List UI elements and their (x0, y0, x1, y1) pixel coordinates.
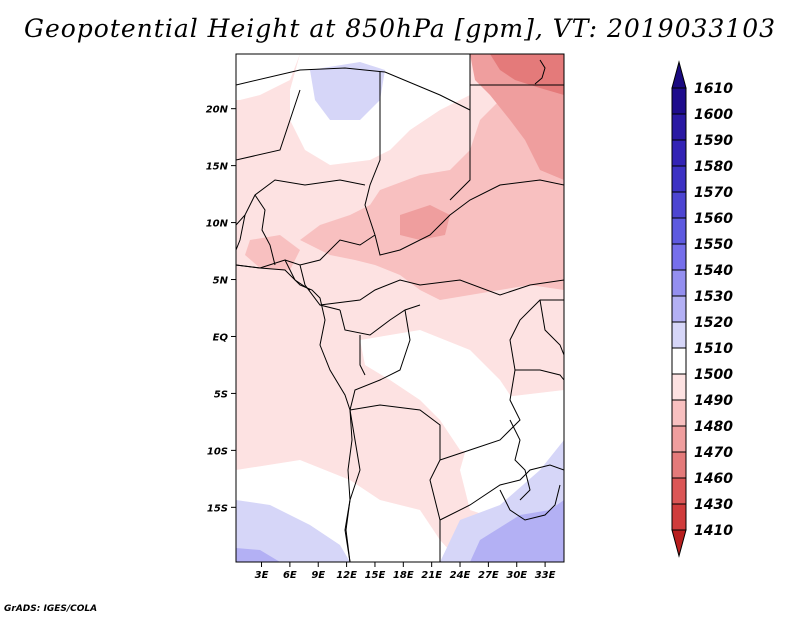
colorbar-label: 1470 (694, 445, 733, 461)
lat-tick-label: 15N (206, 162, 229, 173)
coastline (235, 59, 546, 563)
lon-tick-label: 15E (365, 570, 386, 581)
colorbar-label: 1490 (694, 393, 733, 409)
colorbar-label: 1500 (694, 367, 733, 383)
colorbar-swatch (671, 503, 687, 531)
colorbar-label: 1610 (694, 81, 733, 97)
lon-tick-label: 24E (450, 570, 471, 581)
lat-tick-label: 5N (213, 276, 229, 287)
lon-tick-label: 30E (506, 570, 527, 581)
lon-tick-label: 9E (311, 570, 325, 581)
lat-tick-label: 5S (214, 389, 228, 400)
contour-1490-sahel (300, 70, 564, 300)
colorbar-top-cap (671, 60, 687, 89)
colorbar-label: 1600 (694, 107, 733, 123)
colorbar-label: 1530 (694, 289, 733, 305)
colorbar-swatch (671, 373, 687, 401)
lon-tick-label: 6E (283, 570, 297, 581)
colorbar-label: 1550 (694, 237, 733, 253)
colorbar-label: 1540 (694, 263, 733, 279)
colorbar-swatch (671, 321, 687, 349)
colorbar-swatch (671, 477, 687, 505)
lat-tick-label: 20N (206, 105, 229, 116)
colorbar: 1610 1600 1590 1580 1570 1560 1550 1540 1530 1520… (671, 60, 733, 558)
colorbar-label: 1570 (694, 185, 733, 201)
colorbar-label: 1560 (694, 211, 733, 227)
contour-1520-sw (236, 500, 350, 562)
height-field (236, 54, 564, 562)
lon-tick-label: 3E (255, 570, 269, 581)
colorbar-swatch (671, 269, 687, 297)
colorbar-swatch (671, 165, 687, 193)
colorbar-label: 1580 (694, 159, 733, 175)
colorbar-swatch (671, 451, 687, 479)
map-frame (235, 53, 565, 563)
map-title: Geopotential Height at 850hPa [gpm], VT:… (23, 14, 777, 43)
colorbar-bottom-cap (671, 529, 687, 558)
colorbar-label: 1480 (694, 419, 733, 435)
colorbar-swatch (671, 295, 687, 323)
colorbar-swatch (671, 217, 687, 245)
lon-tick-label: 18E (393, 570, 414, 581)
colorbar-swatch (671, 347, 687, 375)
contour-1530-sw (236, 548, 280, 562)
colorbar-label: 1430 (694, 497, 733, 513)
colorbar-label: 1510 (694, 341, 733, 357)
colorbar-label: 1460 (694, 471, 733, 487)
lat-tick-label: EQ (213, 332, 229, 343)
colorbar-label: 1590 (694, 133, 733, 149)
colorbar-swatch (671, 87, 687, 115)
colorbar-swatch (671, 139, 687, 167)
lon-tick-label: 33E (535, 570, 556, 581)
contour-1490-west (245, 235, 300, 270)
lon-tick-label: 21E (421, 570, 442, 581)
colorbar-swatch (671, 113, 687, 141)
longitude-axis: 3E 6E 9E 12E 15E 18E 21E 24E 27E 30E 33E (255, 562, 556, 581)
lon-tick-label: 27E (478, 570, 499, 581)
grads-credit: GrADS: IGES/COLA (4, 604, 98, 614)
colorbar-swatch (671, 243, 687, 271)
lat-tick-label: 15S (207, 503, 228, 514)
lat-tick-label: 10N (206, 219, 229, 230)
colorbar-label: 1520 (694, 315, 733, 331)
colorbar-swatch (671, 399, 687, 427)
colorbar-swatch (671, 191, 687, 219)
colorbar-label: 1410 (694, 523, 733, 539)
lat-tick-label: 10S (207, 446, 228, 457)
contour-1530-se (470, 500, 564, 562)
lon-tick-label: 12E (336, 570, 357, 581)
colorbar-swatch (671, 425, 687, 453)
latitude-axis: 20N 15N 10N 5N EQ 5S 10S 15S (206, 105, 236, 514)
contour-1480-chad (400, 205, 450, 240)
contour-1520-north (310, 62, 385, 120)
